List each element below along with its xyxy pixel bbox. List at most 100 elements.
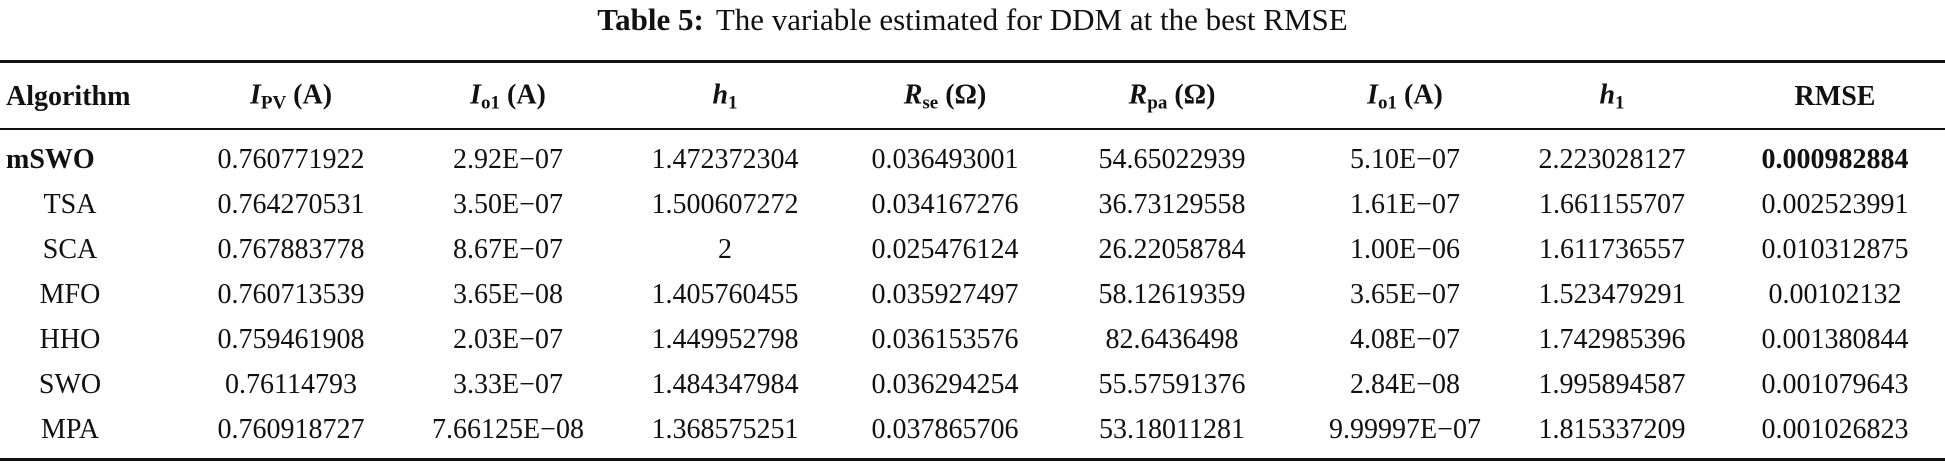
value-cell: 8.67E−07 — [453, 234, 563, 265]
header-cell: IPV (A) — [250, 80, 332, 115]
value-cell: 1.742985396 — [1538, 324, 1686, 355]
header-rule — [0, 128, 1945, 130]
header-subscript: 1 — [728, 92, 738, 114]
value-cell: 7.66125E−08 — [432, 414, 584, 445]
header-cell: Rse (Ω) — [904, 80, 987, 115]
caption-text: The variable estimated for DDM at the be… — [715, 2, 1348, 37]
value-cell: 1.00E−06 — [1350, 234, 1460, 265]
header-subscript: PV — [260, 92, 287, 114]
algorithm-name: SCA — [42, 234, 98, 265]
value-cell: 2.84E−08 — [1350, 369, 1460, 400]
header-cell: h1 — [1599, 80, 1624, 115]
value-cell: 0.00102132 — [1768, 279, 1902, 310]
header-subscript: se — [922, 92, 939, 114]
header-subscript: 1 — [1615, 92, 1625, 114]
value-cell: 0.760713539 — [217, 279, 365, 310]
value-cell: 0.76114793 — [225, 369, 357, 400]
value-cell: 53.18011281 — [1099, 414, 1245, 445]
header-unit: (A) — [1404, 79, 1443, 111]
header-symbol: R — [903, 79, 923, 111]
algorithm-name: MPA — [40, 414, 100, 445]
value-cell: 3.50E−07 — [453, 189, 563, 220]
value-cell: 1.472372304 — [651, 144, 799, 175]
value-cell: 0.760918727 — [217, 414, 365, 445]
header-cell: h1 — [712, 80, 737, 115]
value-cell: 1.815337209 — [1538, 414, 1686, 445]
value-cell: 0.001079643 — [1761, 369, 1909, 400]
value-cell: 0.037865706 — [871, 414, 1019, 445]
header-symbol: I — [249, 79, 261, 111]
top-rule — [0, 60, 1945, 63]
value-cell: 0.034167276 — [871, 189, 1019, 220]
algorithm-name: SWO — [38, 369, 102, 400]
header-unit: (A) — [293, 79, 333, 111]
value-cell: 26.22058784 — [1098, 234, 1246, 265]
header-unit: (Ω) — [945, 79, 987, 111]
value-cell: 2 — [718, 234, 732, 265]
value-cell: 0.000982884 — [1761, 144, 1909, 175]
value-cell: 9.99997E−07 — [1329, 414, 1481, 445]
value-cell: 1.61E−07 — [1350, 189, 1460, 220]
value-cell: 2.223028127 — [1538, 144, 1686, 175]
header-symbol: R — [1128, 79, 1148, 111]
header-subscript: o1 — [481, 92, 501, 114]
value-cell: 1.995894587 — [1538, 369, 1686, 400]
value-cell: 55.57591376 — [1098, 369, 1246, 400]
value-cell: 1.661155707 — [1539, 189, 1685, 220]
algorithm-name: mSWO — [6, 144, 95, 175]
value-cell: 0.036294254 — [871, 369, 1019, 400]
value-cell: 0.764270531 — [217, 189, 365, 220]
value-cell: 1.523479291 — [1538, 279, 1686, 310]
value-cell: 36.73129558 — [1098, 189, 1246, 220]
value-cell: 4.08E−07 — [1350, 324, 1460, 355]
value-cell: 54.65022939 — [1098, 144, 1246, 175]
value-cell: 0.010312875 — [1761, 234, 1909, 265]
value-cell: 0.760771922 — [217, 144, 365, 175]
algorithm-name: MFO — [39, 279, 101, 310]
value-cell: 1.484347984 — [651, 369, 799, 400]
algorithm-name: TSA — [43, 189, 97, 220]
value-cell: 1.500607272 — [651, 189, 799, 220]
value-cell: 0.759461908 — [217, 324, 365, 355]
value-cell: 0.036493001 — [871, 144, 1019, 175]
value-cell: 82.6436498 — [1105, 324, 1239, 355]
header-unit: (Ω) — [1174, 79, 1216, 111]
header-text: RMSE — [1794, 81, 1876, 112]
value-cell: 0.002523991 — [1761, 189, 1909, 220]
value-cell: 3.65E−08 — [453, 279, 563, 310]
header-symbol: h — [1599, 79, 1616, 111]
value-cell: 0.767883778 — [217, 234, 365, 265]
value-cell: 0.035927497 — [871, 279, 1019, 310]
value-cell: 0.001380844 — [1761, 324, 1909, 355]
header-symbol: h — [712, 79, 729, 111]
header-cell: Algorithm — [6, 81, 130, 113]
header-symbol: I — [470, 79, 482, 111]
value-cell: 1.405760455 — [651, 279, 799, 310]
header-subscript: pa — [1147, 92, 1168, 114]
caption: Table 5: The variable estimated for DDM a… — [0, 2, 1945, 38]
value-cell: 3.33E−07 — [453, 369, 563, 400]
value-cell: 1.449952798 — [651, 324, 799, 355]
value-cell: 5.10E−07 — [1350, 144, 1460, 175]
value-cell: 3.65E−07 — [1350, 279, 1460, 310]
header-symbol: I — [1367, 79, 1379, 111]
caption-label: Table 5: — [597, 2, 704, 37]
value-cell: 58.12619359 — [1098, 279, 1246, 310]
header-cell: Io1 (A) — [1367, 80, 1443, 115]
value-cell: 1.611736557 — [1539, 234, 1685, 265]
header-text: Algorithm — [6, 81, 131, 112]
header-cell: RMSE — [1795, 81, 1876, 113]
value-cell: 0.001026823 — [1761, 414, 1909, 445]
value-cell: 0.025476124 — [871, 234, 1019, 265]
header-cell: Rpa (Ω) — [1129, 80, 1216, 115]
algorithm-name: HHO — [39, 324, 101, 355]
header-unit: (A) — [507, 79, 546, 111]
value-cell: 0.036153576 — [871, 324, 1019, 355]
header-subscript: o1 — [1378, 92, 1398, 114]
value-cell: 2.92E−07 — [453, 144, 563, 175]
bottom-rule — [0, 458, 1945, 461]
header-cell: Io1 (A) — [470, 80, 546, 115]
value-cell: 1.368575251 — [651, 414, 799, 445]
value-cell: 2.03E−07 — [453, 324, 563, 355]
